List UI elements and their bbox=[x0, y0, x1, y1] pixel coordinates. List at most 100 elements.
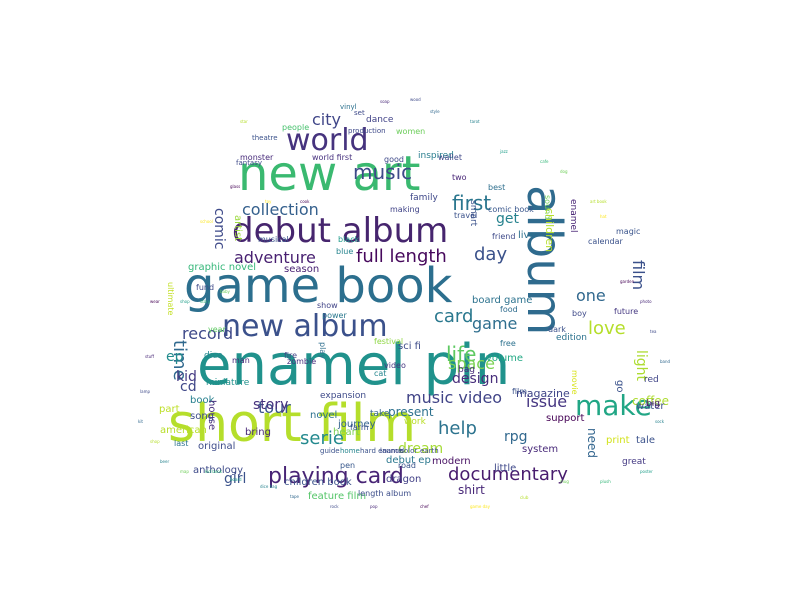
cloud-word: inspired bbox=[418, 151, 454, 161]
cloud-word-small: tea bbox=[650, 329, 657, 334]
cloud-word: work bbox=[404, 417, 426, 427]
cloud-word: enamel bbox=[568, 199, 578, 233]
cloud-word-small: cook bbox=[300, 199, 310, 204]
cloud-word: wallet bbox=[438, 153, 462, 162]
cloud-word: movie bbox=[570, 370, 579, 395]
cloud-word: story bbox=[253, 397, 289, 413]
cloud-word-small: wear bbox=[150, 299, 160, 304]
cloud-word-small: kid book bbox=[205, 469, 222, 474]
cloud-word: calendar bbox=[588, 237, 623, 246]
cloud-word: album bbox=[516, 185, 572, 336]
cloud-word: card bbox=[434, 306, 474, 327]
cloud-word: bag bbox=[458, 365, 475, 375]
cloud-word: song bbox=[190, 411, 215, 422]
cloud-word: artist bbox=[232, 215, 243, 242]
cloud-word: short film bbox=[168, 394, 417, 454]
cloud-word: fantasy bbox=[236, 159, 263, 167]
cloud-word: guide bbox=[320, 447, 340, 455]
cloud-word: ultimate bbox=[166, 282, 175, 316]
cloud-word: new album bbox=[222, 309, 388, 344]
cloud-word: ep bbox=[166, 349, 184, 365]
cloud-word: world first bbox=[312, 153, 353, 162]
cloud-word: new art bbox=[238, 146, 421, 202]
cloud-word-small: tape bbox=[290, 494, 300, 499]
cloud-word: feature film bbox=[308, 491, 367, 502]
cloud-word: board game bbox=[472, 295, 533, 306]
cloud-word: graphic novel bbox=[188, 262, 257, 273]
cloud-word: travel bbox=[454, 211, 478, 220]
cloud-word: theatre bbox=[252, 134, 278, 142]
cloud-word: need bbox=[585, 428, 599, 458]
cloud-word: film bbox=[629, 260, 648, 291]
cloud-word: live bbox=[518, 230, 536, 241]
cloud-word-small: wood bbox=[410, 97, 421, 102]
cloud-word: making bbox=[390, 205, 420, 214]
cloud-word-small: poster bbox=[640, 469, 653, 474]
cloud-word: tour bbox=[258, 398, 291, 417]
cloud-word-small: dog bbox=[560, 169, 568, 174]
cloud-word: edition bbox=[556, 333, 587, 343]
cloud-word: world bbox=[286, 123, 369, 158]
cloud-word: tale bbox=[636, 435, 655, 446]
cloud-word: life bbox=[446, 342, 477, 366]
cloud-word: food bbox=[500, 305, 518, 314]
cloud-word: great bbox=[622, 457, 646, 467]
cloud-word: set bbox=[354, 109, 365, 117]
cloud-word-small: photo bbox=[640, 299, 652, 304]
cloud-word: show bbox=[317, 301, 338, 310]
cloud-word: music bbox=[353, 160, 413, 184]
cloud-word: part bbox=[159, 404, 180, 415]
cloud-word: earth bbox=[420, 447, 439, 455]
cloud-word: dance bbox=[366, 115, 394, 125]
cloud-word: family bbox=[410, 193, 438, 203]
cloud-word: time bbox=[169, 340, 190, 381]
cloud-word: rpg bbox=[504, 429, 528, 445]
cloud-word-small: art book bbox=[590, 199, 607, 204]
cloud-word: hard enamel bbox=[360, 447, 405, 455]
cloud-word: blue bbox=[336, 247, 354, 256]
cloud-word: volume bbox=[486, 353, 524, 364]
cloud-word: festival bbox=[374, 337, 404, 346]
cloud-word-small: hat bbox=[600, 214, 607, 219]
cloud-word: video bbox=[384, 361, 406, 370]
cloud-word: anthology bbox=[193, 465, 244, 476]
cloud-word: system bbox=[522, 444, 559, 455]
cloud-word: get bbox=[496, 211, 519, 227]
cloud-word: fund bbox=[196, 283, 215, 292]
cloud-word-small: cafe bbox=[540, 159, 549, 164]
cloud-word-small: dice bag bbox=[260, 484, 278, 489]
cloud-word-small: story bbox=[200, 299, 211, 304]
cloud-word: launch bbox=[380, 447, 404, 455]
cloud-word-small: sock bbox=[655, 419, 665, 424]
cloud-word: sci fi bbox=[398, 341, 421, 352]
cloud-word: modern bbox=[432, 456, 471, 467]
cloud-word-small: garden bbox=[620, 279, 635, 284]
cloud-word-small: kit bbox=[138, 419, 143, 424]
cloud-word-small: beer bbox=[160, 459, 170, 464]
cloud-word: collection bbox=[242, 200, 319, 219]
cloud-word: magazine bbox=[516, 387, 570, 400]
cloud-word: zombie bbox=[287, 357, 317, 366]
cloud-word: cd bbox=[180, 379, 197, 395]
cloud-word-small: star bbox=[240, 119, 248, 124]
cloud-word: power bbox=[322, 311, 347, 320]
cloud-word-small: board bbox=[230, 477, 242, 482]
cloud-word: print bbox=[606, 435, 630, 446]
cloud-word: support bbox=[546, 413, 585, 424]
cloud-word: cat bbox=[374, 369, 387, 378]
cloud-word: serie bbox=[300, 428, 344, 449]
cloud-word: road bbox=[398, 461, 416, 470]
cloud-word: smart bbox=[468, 200, 478, 227]
cloud-word: full length bbox=[356, 246, 447, 267]
cloud-word-small: stuff bbox=[145, 354, 154, 359]
cloud-word: present bbox=[388, 405, 434, 419]
cloud-word: friend bbox=[492, 232, 516, 241]
cloud-word: fire bbox=[284, 351, 298, 360]
cloud-word: two bbox=[452, 173, 467, 182]
cloud-word-small: rock bbox=[330, 504, 339, 509]
cloud-word: novel bbox=[310, 410, 338, 421]
cloud-word: monster bbox=[240, 153, 274, 162]
cloud-word: black bbox=[338, 235, 360, 244]
cloud-word: good bbox=[384, 155, 404, 164]
cloud-word-small: glass bbox=[230, 184, 241, 189]
